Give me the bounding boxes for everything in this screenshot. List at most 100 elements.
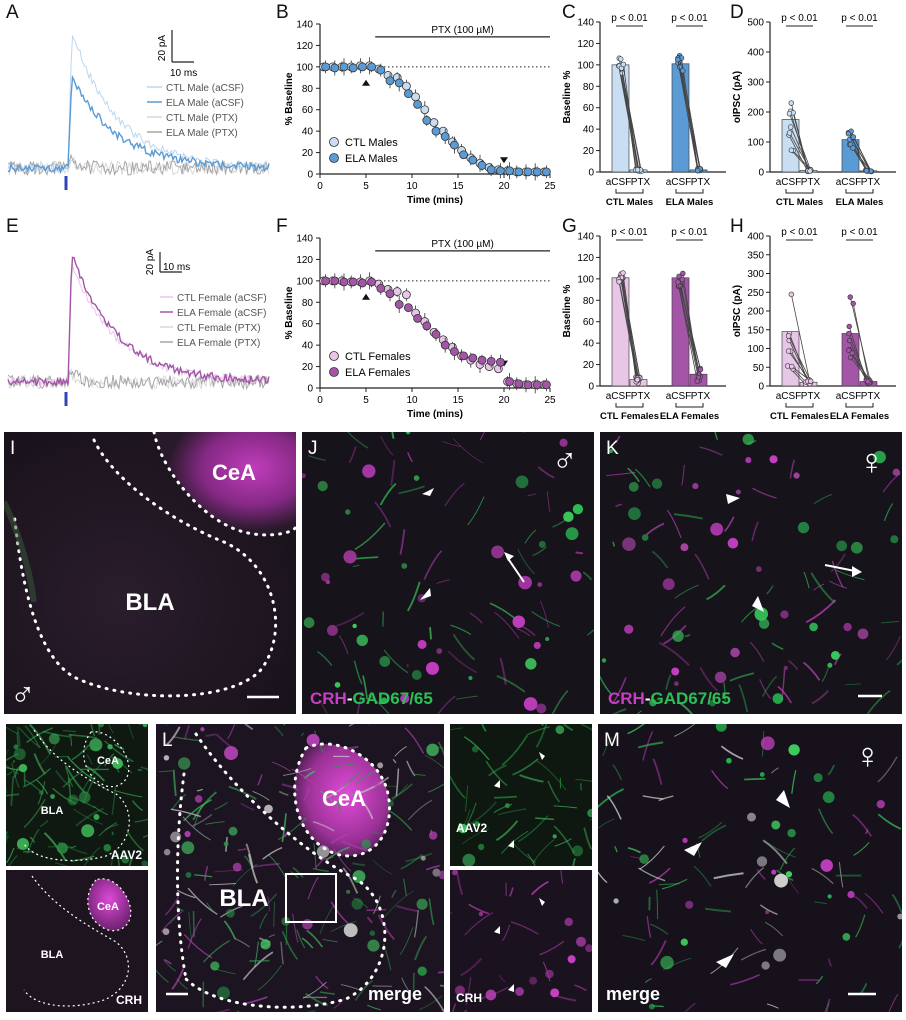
- x-tick-label: aCSF: [666, 391, 692, 402]
- paired-line: [682, 279, 699, 376]
- paired-line: [792, 368, 807, 383]
- p-value-label: p < 0.01: [611, 13, 648, 24]
- micrograph-k-image: K ♀ CRH-GAD67/65: [600, 432, 902, 714]
- y-tick-label: 80: [583, 296, 595, 307]
- x-tick-label: 25: [544, 181, 556, 192]
- tag-crh-small: CRH: [116, 993, 142, 1007]
- micrograph-m: merge ♀ M: [598, 724, 902, 1012]
- group-bracket: [615, 189, 644, 194]
- bar: [611, 64, 630, 173]
- time-arrow-marker: [500, 157, 508, 164]
- group-label: CTL Females: [770, 411, 829, 422]
- data-point: [532, 167, 542, 177]
- scale-y-label-male: 20 pA: [157, 35, 168, 61]
- legend-marker: [329, 351, 339, 361]
- y-tick-label: 100: [577, 60, 594, 71]
- y-tick-label: 80: [302, 298, 314, 309]
- time-arrow-marker: [362, 79, 370, 86]
- y-tick-label: 300: [747, 269, 764, 280]
- data-point: [850, 134, 857, 140]
- y-tick-label: 120: [296, 255, 313, 266]
- group-label: CTL Males: [606, 197, 653, 208]
- y-tick-label: 50: [753, 363, 765, 374]
- data-point: [634, 377, 641, 383]
- paired-line: [788, 335, 812, 382]
- chart-b-time-course: 0 20 40 60 80 100 120 140 0 5 10 15 20 25 Time (mins)%…: [284, 20, 556, 207]
- panel-label-b: B: [276, 2, 289, 23]
- legend-marker: [329, 137, 339, 147]
- traces-male-panel: 20 pA 10 ms CTL Male (aCSF) ELA Male (aC…: [7, 30, 270, 190]
- paired-line: [789, 113, 811, 171]
- x-tick-label: 0: [317, 395, 323, 406]
- paired-line: [677, 281, 698, 382]
- legend-item: ELA Female (PTX): [177, 338, 260, 349]
- data-point: [787, 124, 794, 130]
- y-tick-label: 120: [577, 253, 594, 264]
- data-point: [680, 270, 686, 277]
- micrograph-l-merge: CeA BLA merge L: [156, 724, 444, 1012]
- male-symbol-j: ♂: [552, 442, 578, 480]
- x-tick-label: aCSF: [836, 391, 862, 402]
- x-tick-label: 15: [452, 395, 464, 406]
- aav2-overview-image: CeA BLA AAV2: [6, 724, 148, 866]
- data-point: [541, 167, 551, 177]
- group-label: ELA Females: [660, 411, 719, 422]
- y-tick-label: 0: [758, 382, 764, 393]
- x-tick-label: PTX: [801, 391, 821, 402]
- y-tick-label: 0: [307, 384, 313, 395]
- scale-y-label-female: 20 pA: [145, 249, 156, 275]
- data-point: [807, 378, 814, 384]
- panel-label-g: G: [562, 216, 577, 237]
- arrowhead-marker: [508, 840, 514, 848]
- arrow-marker: [506, 556, 525, 583]
- x-tick-label: aCSF: [836, 177, 862, 188]
- trace-legend-female: CTL Female (aCSF) ELA Female (aCSF) CTL …: [160, 293, 267, 349]
- data-point: [339, 277, 349, 287]
- micrograph-zoom-aav2: AAV2: [450, 724, 592, 866]
- tag-merge-l: merge: [368, 984, 422, 1004]
- data-point: [449, 140, 459, 150]
- group-label: CTL Females: [600, 411, 659, 422]
- legend-label: ELA Males: [345, 153, 398, 165]
- data-point: [679, 276, 686, 283]
- group-bracket: [675, 189, 704, 194]
- tag-crh-zoom: CRH: [456, 991, 482, 1005]
- x-tick-label: aCSF: [606, 391, 632, 402]
- x-tick-label: 15: [452, 181, 464, 192]
- y-tick-label: 140: [296, 234, 313, 245]
- panel-label-i: I: [10, 438, 15, 459]
- trace-line: [7, 74, 270, 175]
- data-point: [411, 92, 421, 102]
- y-axis-label: oIPSC (pA): [732, 71, 743, 123]
- y-tick-label: 0: [307, 170, 313, 181]
- group-bracket: [845, 189, 874, 194]
- y-tick-label: 0: [758, 168, 764, 179]
- y-tick-label: 400: [747, 48, 764, 59]
- y-tick-label: 40: [302, 127, 314, 138]
- data-point: [358, 278, 367, 288]
- data-point: [523, 167, 533, 177]
- y-tick-label: 0: [588, 168, 594, 179]
- data-point: [459, 150, 469, 160]
- arrowhead-marker: [752, 596, 764, 612]
- data-point: [807, 168, 813, 174]
- micrograph-j-image: J ♂ CRH-GAD67/65: [302, 432, 594, 714]
- data-point: [339, 62, 349, 72]
- bar: [671, 63, 690, 173]
- y-tick-label: 60: [302, 105, 314, 116]
- data-point: [468, 155, 478, 165]
- y-tick-label: 80: [302, 84, 314, 95]
- trace-legend-male: CTL Male (aCSF) ELA Male (aCSF) CTL Male…: [147, 83, 244, 139]
- x-tick-label: PTX: [861, 391, 881, 402]
- legend-item: CTL Male (aCSF): [166, 83, 244, 94]
- merge-overview-image: CeA BLA merge L: [156, 724, 444, 1012]
- x-tick-label: 5: [363, 181, 369, 192]
- data-point: [616, 279, 622, 285]
- label-bla-l: BLA: [219, 885, 268, 912]
- time-arrow-marker: [362, 293, 370, 300]
- group-bracket: [845, 403, 874, 408]
- data-point: [620, 61, 627, 68]
- label-cea-small2: CeA: [97, 901, 119, 913]
